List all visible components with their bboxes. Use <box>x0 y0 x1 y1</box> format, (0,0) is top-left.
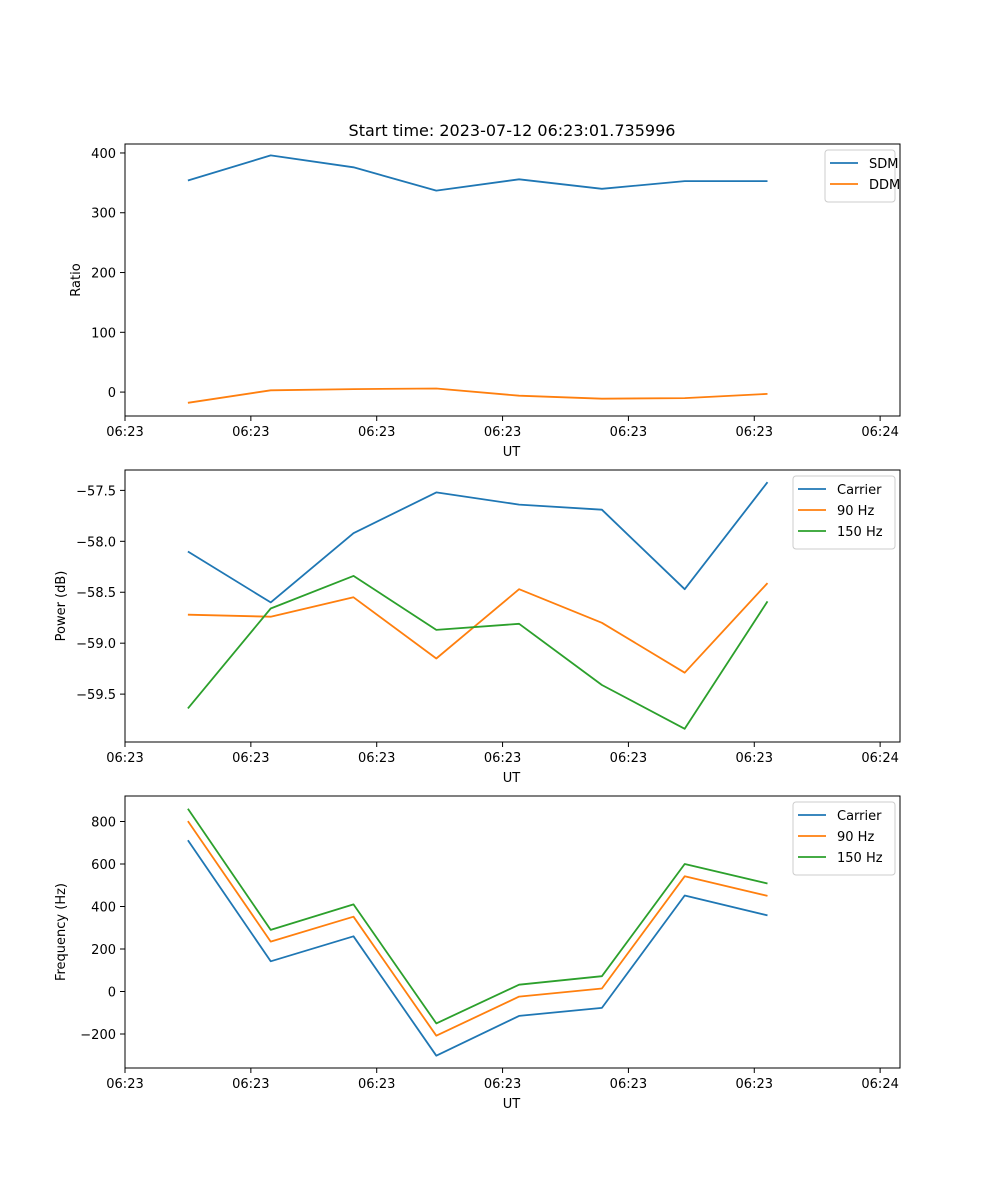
y-tick-label: 200 <box>91 943 116 958</box>
axes-frame <box>124 795 901 1069</box>
x-tick-label: 06:24 <box>861 751 898 766</box>
x-tick-label: 06:23 <box>736 751 773 766</box>
panels: 06:23 06:23 06:23 06:23 06:23 06:23 06:24 0 100 2… <box>54 143 901 1112</box>
legend-label: Carrier <box>837 483 882 498</box>
x-tick-label: 06:24 <box>861 1077 898 1092</box>
y-axis-label: Power (dB) <box>54 571 69 642</box>
legend-label: 90 Hz <box>837 830 874 845</box>
y-tick-label: 100 <box>91 326 116 341</box>
panel-2: 06:23 06:23 06:23 06:23 06:23 06:23 06:24 −200 0… <box>54 795 901 1112</box>
x-tick-label: 06:23 <box>358 751 395 766</box>
axes-frame <box>124 143 901 417</box>
panel-1: 06:23 06:23 06:23 06:23 06:23 06:23 06:24 −59.5… <box>54 469 901 786</box>
legend-label: 150 Hz <box>837 851 883 866</box>
y-tick-label: 300 <box>91 207 116 222</box>
x-tick-label: 06:23 <box>484 425 521 440</box>
y-tick-label: −59.5 <box>76 688 116 703</box>
y-tick-label: −58.5 <box>76 586 116 601</box>
x-tick-label: 06:23 <box>736 425 773 440</box>
series-line-150-hz <box>187 808 768 1025</box>
series-line-carrier <box>187 839 768 1057</box>
y-tick-label: −59.0 <box>76 637 116 652</box>
panel-0: 06:23 06:23 06:23 06:23 06:23 06:23 06:24 0 100 2… <box>69 143 901 460</box>
x-tick-label: 06:23 <box>358 425 395 440</box>
y-tick-label: 400 <box>91 901 116 916</box>
x-tick-label: 06:23 <box>106 1077 143 1092</box>
x-tick-label: 06:23 <box>232 1077 269 1092</box>
legend: SDM DDM <box>824 149 900 203</box>
legend: Carrier 90 Hz 150 Hz <box>792 475 896 550</box>
y-axis-label: Ratio <box>69 263 84 296</box>
x-tick-label: 06:23 <box>358 1077 395 1092</box>
x-tick-label: 06:23 <box>106 751 143 766</box>
series-line-sdm <box>187 154 768 192</box>
x-tick-label: 06:23 <box>232 425 269 440</box>
legend-label: 150 Hz <box>837 525 883 540</box>
x-tick-label: 06:23 <box>232 751 269 766</box>
y-tick-label: 200 <box>91 267 116 282</box>
series-line-ddm <box>187 387 768 404</box>
series-line-150-hz <box>187 575 769 730</box>
legend-label: 90 Hz <box>837 504 874 519</box>
x-tick-label: 06:23 <box>610 425 647 440</box>
y-tick-label: 0 <box>108 386 116 401</box>
y-tick-label: 0 <box>108 986 116 1001</box>
y-tick-label: −57.5 <box>76 484 116 499</box>
y-tick-label: −200 <box>80 1028 116 1043</box>
legend-label: SDM <box>869 157 898 172</box>
x-tick-label: 06:23 <box>106 425 143 440</box>
legend-label: DDM <box>869 178 900 193</box>
legend: Carrier 90 Hz 150 Hz <box>792 801 896 876</box>
series-line-90-hz <box>187 820 768 1037</box>
axes-frame <box>124 469 901 743</box>
x-axis-label: UT <box>503 771 521 786</box>
x-axis-label: UT <box>503 445 521 460</box>
x-tick-label: 06:24 <box>861 425 898 440</box>
legend-label: Carrier <box>837 809 882 824</box>
chart-title: Start time: 2023-07-12 06:23:01.735996 <box>349 121 676 140</box>
y-axis-label: Frequency (Hz) <box>54 883 69 981</box>
x-tick-label: 06:23 <box>610 751 647 766</box>
x-tick-label: 06:23 <box>610 1077 647 1092</box>
series-line-carrier <box>187 481 769 604</box>
x-tick-label: 06:23 <box>736 1077 773 1092</box>
y-tick-label: 600 <box>91 858 116 873</box>
x-axis-label: UT <box>503 1097 521 1112</box>
series-line-90-hz <box>187 582 769 674</box>
x-tick-label: 06:23 <box>484 1077 521 1092</box>
y-tick-label: 400 <box>91 147 116 162</box>
x-tick-label: 06:23 <box>484 751 521 766</box>
y-tick-label: −58.0 <box>76 535 116 550</box>
y-tick-label: 800 <box>91 816 116 831</box>
